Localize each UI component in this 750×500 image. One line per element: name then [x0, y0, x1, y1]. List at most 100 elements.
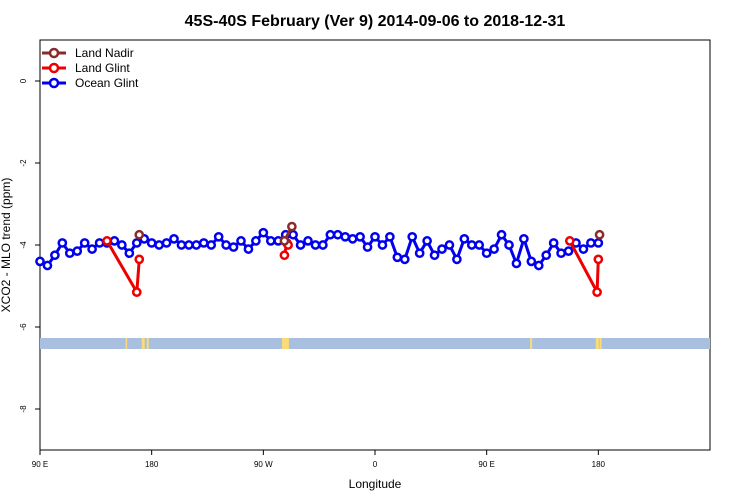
land-nadir-point	[279, 236, 290, 246]
ocean-glint-point	[474, 240, 485, 250]
x-axis-label: Longitude	[349, 477, 402, 491]
land-glint-point	[279, 250, 290, 261]
ocean-glint-point	[94, 238, 105, 248]
ocean-glint-point	[213, 231, 224, 242]
land-glint-point	[592, 287, 602, 297]
ocean-glint-point	[332, 229, 343, 240]
ocean-glint-point	[548, 238, 559, 248]
ocean-glint-point	[191, 240, 202, 250]
map-band-land	[595, 338, 599, 349]
ocean-glint-point	[198, 238, 209, 248]
land-glint-point	[131, 287, 142, 297]
ocean-glint-point	[385, 231, 395, 242]
ocean-glint-point	[87, 244, 97, 254]
ocean-glint-point	[414, 248, 425, 259]
chart-title: 45S-40S February (Ver 9) 2014-09-06 to 2…	[185, 13, 566, 30]
ocean-glint-point	[124, 248, 135, 259]
ocean-glint-point	[459, 234, 470, 244]
ocean-glint-point	[578, 244, 589, 254]
map-band-land	[146, 338, 149, 349]
ocean-glint-point	[251, 236, 261, 246]
ocean-glint-point	[593, 238, 604, 248]
map-band-land	[530, 338, 533, 349]
land-nadir-point	[134, 229, 145, 240]
ocean-glint-point	[131, 238, 142, 248]
ocean-glint-point	[437, 244, 447, 254]
x-axis: 90 E 180 90 W 0 90 E 180	[32, 450, 606, 469]
land-glint-point	[134, 254, 145, 265]
y-tick-label: -6	[19, 323, 28, 331]
ocean-glint-point	[422, 236, 432, 246]
ocean-glint-point	[146, 238, 157, 248]
ocean-glint-point	[556, 248, 566, 259]
ocean-glint-point	[407, 231, 418, 242]
legend-entry: Land Glint	[75, 61, 130, 75]
x-tick-label: 90 W	[254, 460, 273, 469]
ocean-glint-point	[466, 240, 477, 250]
ocean-glint-point	[35, 256, 45, 267]
ocean-glint-point	[221, 240, 231, 250]
ocean-glint-point	[526, 256, 537, 267]
ocean-glint-point	[541, 250, 552, 261]
land-glint-point	[102, 236, 112, 246]
ocean-glint-point	[586, 238, 596, 248]
x-tick-label: 180	[145, 460, 159, 469]
ocean-glint-point	[109, 236, 120, 246]
ocean-glint-point	[496, 229, 507, 240]
y-axis-label: XCO2 - MLO trend (ppm)	[0, 178, 13, 313]
ocean-glint-point	[228, 242, 239, 252]
x-tick-label: 180	[592, 460, 606, 469]
map-band-land	[599, 338, 602, 349]
ocean-glint-point	[295, 240, 306, 250]
ocean-glint-point	[64, 248, 75, 259]
ocean-glint-point	[154, 240, 164, 250]
ocean-glint-point	[504, 240, 514, 250]
ocean-glint-point	[265, 236, 276, 246]
ocean-glint-point	[184, 240, 194, 250]
ocean-glint-point	[325, 229, 336, 240]
ocean-glint-point	[236, 236, 246, 246]
legend-swatch-marker	[48, 77, 60, 89]
ocean-glint-point	[117, 240, 127, 250]
x-tick-label: 90 E	[478, 460, 494, 469]
ocean-glint-point	[42, 260, 53, 271]
ocean-glint-point	[340, 231, 351, 242]
land-nadir-point	[594, 229, 605, 240]
ocean-glint-point	[169, 234, 179, 244]
ocean-glint-point	[399, 254, 410, 265]
ocean-glint-point	[258, 227, 269, 238]
land-nadir-point	[287, 221, 297, 232]
ocean-glint-point	[444, 240, 455, 250]
ocean-glint-point	[243, 244, 254, 254]
ocean-glint-point	[563, 246, 574, 256]
ocean-glint-point	[206, 240, 217, 250]
ocean-glint-point	[519, 234, 529, 244]
ocean-glint-point	[429, 250, 440, 261]
legend-swatch-marker	[48, 62, 60, 74]
ocean-glint-point	[57, 238, 68, 248]
ocean-glint-point	[533, 260, 544, 271]
y-tick-label: -4	[19, 241, 28, 249]
ocean-glint-point	[347, 234, 358, 244]
ocean-glint-point	[310, 240, 321, 250]
ocean-glint-point	[362, 242, 373, 252]
ocean-glint-point	[176, 240, 187, 250]
ocean-glint-point	[318, 240, 328, 250]
ocean-glint-point	[370, 231, 380, 242]
x-tick-label: 0	[373, 460, 378, 469]
map-band	[40, 338, 710, 349]
ocean-glint-point	[303, 236, 313, 246]
ocean-glint-point	[481, 248, 492, 259]
legend-entry: Ocean Glint	[75, 76, 139, 90]
map-band-land	[281, 338, 289, 349]
y-tick-label: -8	[19, 405, 28, 413]
ocean-glint-point	[377, 240, 388, 250]
ocean-glint-point	[511, 258, 522, 269]
ocean-glint-point	[355, 231, 365, 242]
ocean-glint-point	[79, 238, 90, 248]
ocean-glint-point	[392, 252, 403, 263]
legend-entry: Land Nadir	[75, 46, 134, 60]
series-layer	[35, 221, 605, 297]
